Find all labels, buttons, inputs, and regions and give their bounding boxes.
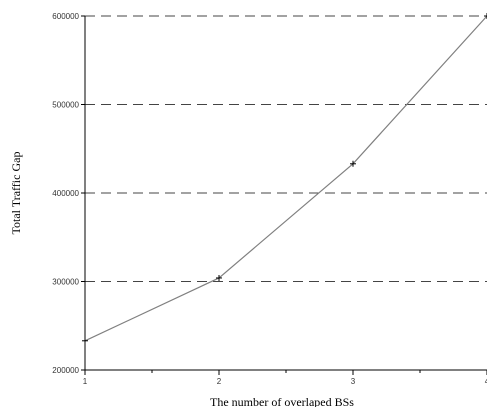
x-tick-label: 3: [351, 377, 356, 386]
y-axis-ticks: 200000 300000 400000 500000 600000: [52, 12, 85, 375]
x-axis-title: The number of overlaped BSs: [210, 395, 354, 407]
y-tick-label: 500000: [52, 101, 79, 110]
y-axis-title: Total Traffic Gap: [9, 152, 23, 235]
y-tick-label: 400000: [52, 189, 79, 198]
data-point-marker: [216, 274, 222, 281]
y-tick-label: 300000: [52, 278, 79, 287]
data-point-marker: [350, 160, 356, 167]
x-tick-label: 2: [217, 377, 222, 386]
data-point-marker: [82, 337, 88, 344]
series-line: [84, 15, 487, 342]
y-tick-label: 600000: [52, 12, 79, 21]
y-tick-label: 200000: [52, 366, 79, 375]
x-tick-label: 1: [83, 377, 88, 386]
data-point-marker: [484, 13, 487, 19]
x-tick-label: 4: [485, 377, 487, 386]
x-axis-ticks: 1 2 3 4: [83, 370, 487, 386]
series-group: [82, 13, 487, 344]
grid-lines: [85, 15, 487, 282]
